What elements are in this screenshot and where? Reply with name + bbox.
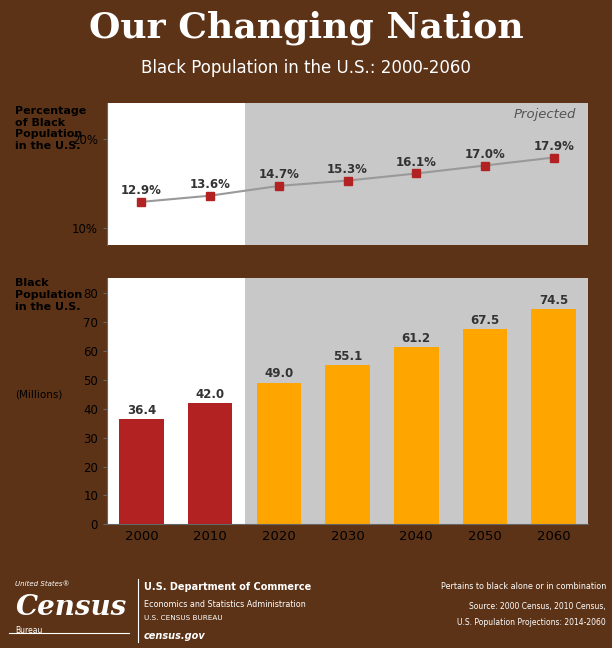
Text: 17.0%: 17.0% xyxy=(465,148,506,161)
Text: Percentage
of Black
Population
in the U.S.: Percentage of Black Population in the U.… xyxy=(15,106,86,151)
Bar xyxy=(463,329,507,524)
Text: census.gov: census.gov xyxy=(144,631,206,641)
Text: U.S. Population Projections: 2014-2060: U.S. Population Projections: 2014-2060 xyxy=(457,618,606,627)
Bar xyxy=(325,365,370,524)
Text: Our Changing Nation: Our Changing Nation xyxy=(89,11,523,45)
Text: (Millions): (Millions) xyxy=(15,389,62,399)
Bar xyxy=(188,403,233,524)
Text: Black
Population
in the U.S.: Black Population in the U.S. xyxy=(15,279,83,312)
Text: Census: Census xyxy=(15,594,127,621)
Text: U.S. CENSUS BUREAU: U.S. CENSUS BUREAU xyxy=(144,615,222,621)
Text: 61.2: 61.2 xyxy=(401,332,431,345)
Text: 16.1%: 16.1% xyxy=(396,156,437,169)
Text: Black Population in the U.S.: 2000-2060: Black Population in the U.S.: 2000-2060 xyxy=(141,59,471,77)
Text: Projected: Projected xyxy=(513,108,576,121)
Text: 49.0: 49.0 xyxy=(264,367,294,380)
Bar xyxy=(119,419,164,524)
Text: 74.5: 74.5 xyxy=(539,294,569,307)
Text: 36.4: 36.4 xyxy=(127,404,156,417)
Text: 15.3%: 15.3% xyxy=(327,163,368,176)
Text: Economics and Statistics Administration: Economics and Statistics Administration xyxy=(144,599,305,608)
Text: 14.7%: 14.7% xyxy=(258,168,299,181)
Bar xyxy=(531,309,576,524)
Text: 12.9%: 12.9% xyxy=(121,185,162,198)
Text: Bureau: Bureau xyxy=(15,625,43,634)
Bar xyxy=(394,347,439,524)
Text: United States®: United States® xyxy=(15,581,70,587)
Bar xyxy=(256,382,301,524)
Text: 67.5: 67.5 xyxy=(470,314,499,327)
Text: U.S. Department of Commerce: U.S. Department of Commerce xyxy=(144,583,311,592)
Bar xyxy=(245,279,588,524)
Text: 42.0: 42.0 xyxy=(196,388,225,400)
Bar xyxy=(245,104,588,246)
Text: 13.6%: 13.6% xyxy=(190,178,231,191)
Text: Pertains to black alone or in combination: Pertains to black alone or in combinatio… xyxy=(441,583,606,592)
Text: Source: 2000 Census, 2010 Census,: Source: 2000 Census, 2010 Census, xyxy=(469,602,606,611)
Text: 17.9%: 17.9% xyxy=(533,140,574,153)
Text: 55.1: 55.1 xyxy=(333,350,362,363)
